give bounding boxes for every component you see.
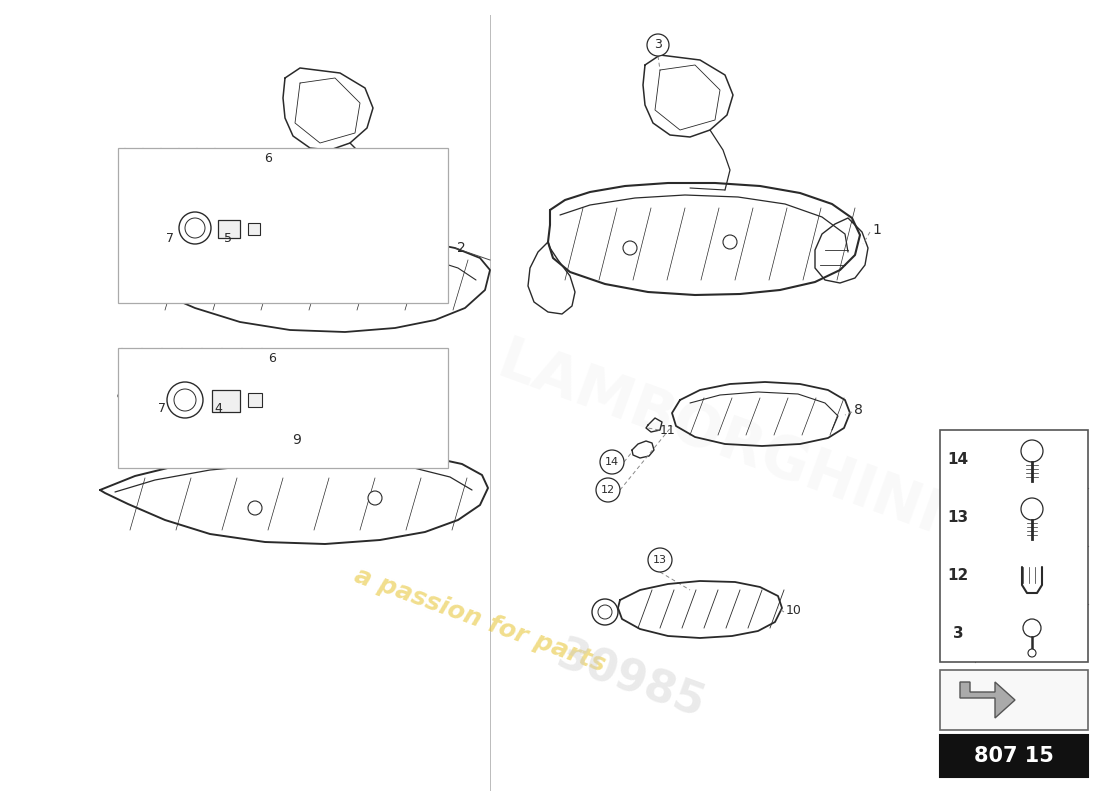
Text: 2: 2 <box>456 241 465 255</box>
Text: 13: 13 <box>653 555 667 565</box>
Circle shape <box>600 450 624 474</box>
Circle shape <box>723 235 737 249</box>
Text: 5: 5 <box>224 231 232 245</box>
Bar <box>118 148 448 303</box>
Text: 6: 6 <box>264 151 272 165</box>
Text: 8: 8 <box>854 403 862 417</box>
Text: 807 15: 807 15 <box>975 746 1054 766</box>
Text: 9: 9 <box>292 433 301 447</box>
Circle shape <box>596 478 620 502</box>
Circle shape <box>174 389 196 411</box>
Text: a passion for parts: a passion for parts <box>351 563 608 677</box>
Text: LAMBORGHINI: LAMBORGHINI <box>491 333 950 547</box>
Circle shape <box>1028 649 1036 657</box>
Bar <box>248 393 262 407</box>
Circle shape <box>592 599 618 625</box>
Circle shape <box>598 605 612 619</box>
Text: 7: 7 <box>166 231 174 245</box>
Text: 3: 3 <box>953 626 964 641</box>
Circle shape <box>647 34 669 56</box>
Text: 30985: 30985 <box>550 634 710 726</box>
Bar <box>212 390 240 412</box>
Circle shape <box>248 501 262 515</box>
Bar <box>940 735 1088 777</box>
Circle shape <box>648 548 672 572</box>
Text: 4: 4 <box>214 402 222 414</box>
Text: 1: 1 <box>872 223 881 237</box>
Circle shape <box>623 241 637 255</box>
Text: 12: 12 <box>947 567 969 582</box>
Circle shape <box>185 218 205 238</box>
Polygon shape <box>960 682 1015 718</box>
Circle shape <box>363 278 377 292</box>
Text: 11: 11 <box>660 423 675 437</box>
Text: 14: 14 <box>947 451 969 466</box>
Text: 13: 13 <box>947 510 969 525</box>
Bar <box>218 220 240 238</box>
Text: 14: 14 <box>605 457 619 467</box>
Bar <box>940 430 1088 662</box>
Circle shape <box>243 288 257 302</box>
Circle shape <box>179 212 211 244</box>
Circle shape <box>1021 440 1043 462</box>
Bar <box>118 348 448 468</box>
Bar <box>248 223 260 235</box>
Bar <box>940 670 1088 730</box>
Text: 6: 6 <box>268 351 276 365</box>
Text: 7: 7 <box>158 402 166 414</box>
Text: 12: 12 <box>601 485 615 495</box>
Text: 10: 10 <box>786 603 802 617</box>
Circle shape <box>1021 498 1043 520</box>
Circle shape <box>368 491 382 505</box>
Circle shape <box>167 382 204 418</box>
Text: 3: 3 <box>654 38 662 51</box>
Circle shape <box>1023 619 1041 637</box>
